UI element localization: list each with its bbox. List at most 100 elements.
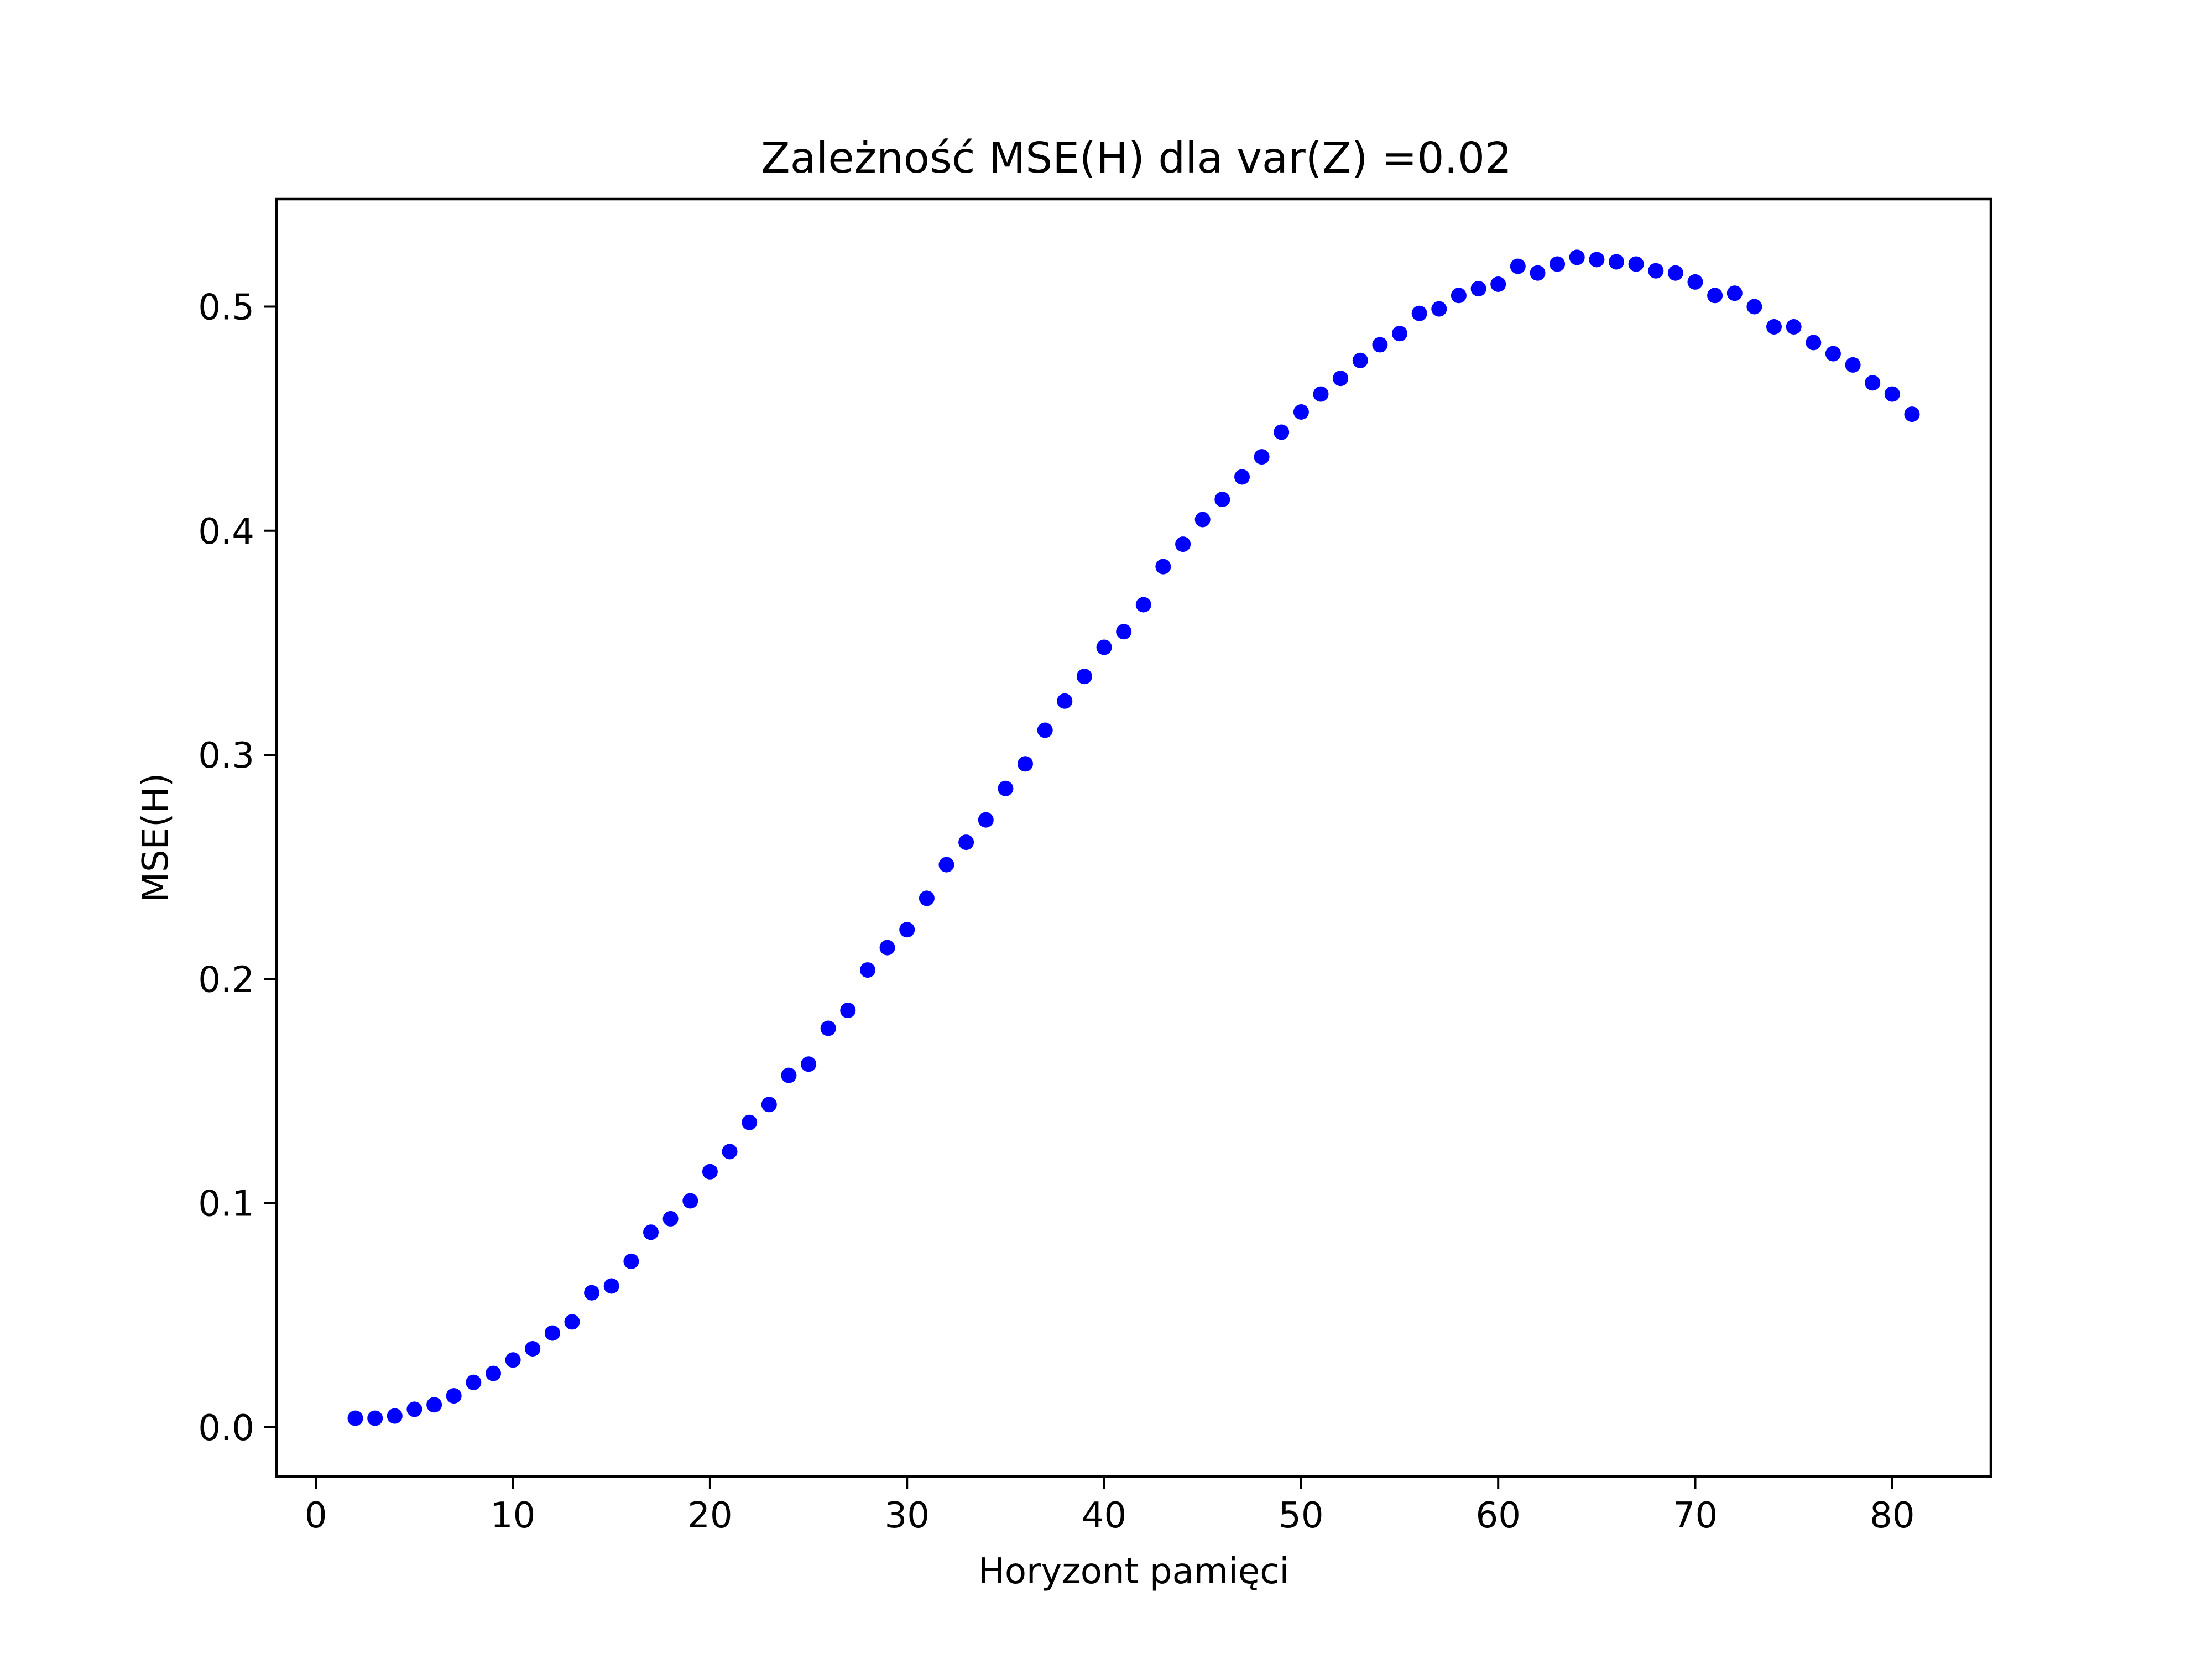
data-point [938,857,954,873]
data-point [761,1097,777,1113]
data-point [919,890,935,906]
data-point [1766,319,1782,335]
data-point [1451,288,1467,304]
data-point [958,834,974,851]
data-point [643,1224,659,1240]
x-tick-label: 40 [1082,1495,1126,1536]
y-tick-label: 0.4 [198,512,254,552]
data-point [1411,305,1427,321]
data-point [820,1020,836,1036]
data-point [1234,469,1250,485]
data-points [347,249,1920,1426]
data-point [367,1410,383,1426]
data-point [781,1067,797,1083]
data-point [1825,346,1841,362]
x-tick-label: 0 [305,1495,327,1536]
data-point [1135,597,1151,613]
data-point [525,1341,541,1357]
data-point [1609,254,1624,270]
data-point [1175,536,1191,552]
data-point [1510,258,1526,274]
x-tick-label: 80 [1870,1495,1914,1536]
data-point [1076,669,1092,685]
data-point [486,1365,501,1381]
data-point [623,1253,639,1269]
data-point [1313,386,1329,402]
data-point [1116,624,1132,640]
x-tick-label: 30 [885,1495,930,1536]
data-point [1589,252,1605,268]
data-point [1037,722,1053,738]
data-point [1194,512,1211,528]
data-point [387,1408,403,1424]
data-point [801,1056,817,1072]
data-point [1431,301,1447,317]
data-point [899,922,915,938]
data-point [1490,276,1506,292]
data-point [722,1144,738,1160]
x-tick-label: 50 [1279,1495,1323,1536]
data-point [1667,265,1683,281]
y-axis-label: MSE(H) [135,773,176,902]
y-axis-ticks: 0.0 0.1 0.2 0.3 0.4 0.5 [198,288,276,1449]
data-point [466,1374,482,1390]
data-point [347,1410,363,1426]
data-point [1470,281,1486,297]
data-point [662,1211,679,1227]
data-point [860,962,875,978]
data-point [1786,319,1802,335]
data-point [978,812,994,828]
data-point [1018,756,1033,772]
data-point [1254,449,1270,465]
data-point [998,780,1014,796]
y-tick-label: 0.0 [198,1408,254,1449]
data-point [1214,492,1230,508]
data-point [879,940,895,956]
data-point [1746,299,1762,315]
data-point [702,1164,718,1180]
data-point [1352,352,1368,368]
y-tick-label: 0.5 [198,288,254,328]
data-point [1845,357,1861,373]
x-tick-label: 10 [491,1495,535,1536]
data-point [1096,639,1112,655]
data-point [840,1003,856,1019]
data-point [603,1278,619,1294]
data-point [1726,285,1743,301]
data-point [1806,335,1822,351]
data-point [1274,424,1290,440]
x-axis-ticks: 0 10 20 30 40 50 60 70 80 [305,1477,1915,1536]
chart-title: Zależność MSE(H) dla var(Z) =0.02 [761,134,1512,183]
data-point [406,1401,422,1417]
data-point [742,1114,758,1130]
y-tick-label: 0.1 [198,1184,254,1225]
x-tick-label: 70 [1673,1495,1718,1536]
data-point [1550,256,1566,272]
x-tick-label: 20 [687,1495,732,1536]
data-point [1333,371,1349,387]
data-point [1293,404,1309,420]
data-point [426,1397,442,1413]
plot-frame [275,197,1992,1478]
x-tick-label: 60 [1475,1495,1520,1536]
data-point [1155,559,1171,575]
data-point [505,1352,521,1368]
data-point [1648,263,1664,279]
data-point [446,1388,462,1404]
data-point [1569,249,1585,265]
y-tick-label: 0.2 [198,959,254,1000]
data-point [564,1314,580,1330]
data-point [1884,386,1900,402]
data-point [1392,326,1407,342]
x-axis-label: Horyzont pamięci [978,1551,1290,1592]
data-point [1628,256,1644,272]
data-point [1904,406,1920,422]
data-point [1057,693,1073,709]
data-point [682,1193,698,1209]
data-point [584,1285,600,1301]
y-tick-label: 0.3 [198,735,254,776]
data-point [1687,274,1703,290]
data-point [1865,375,1881,391]
